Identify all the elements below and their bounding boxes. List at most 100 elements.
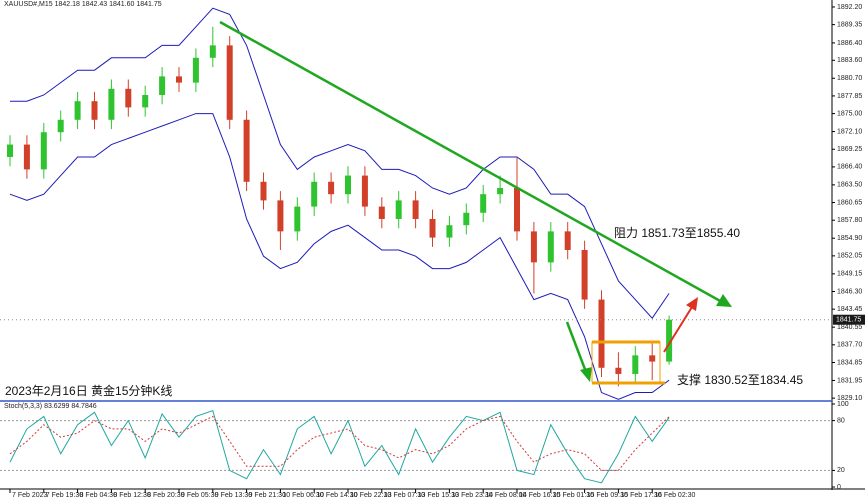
stoch-panel: 100 80 20 0 [0,401,849,491]
candle-body [463,212,470,226]
candle-body [328,181,335,195]
y-tick-label: 100 [837,401,849,408]
y-tick-label: 20 [837,467,845,474]
support-label: 支撑 1830.52至1834.45 [677,372,803,387]
candle-body [40,132,47,170]
candle-body [615,367,622,374]
candle-body [277,200,284,232]
y-tick-label: 1831.95 [837,377,862,384]
candle-body [480,194,487,213]
candle-body [108,88,115,120]
candle-body [429,218,436,238]
y-tick-label: 1872.10 [837,128,862,135]
down-arrow [565,321,588,373]
arrow-head [716,294,732,307]
stoch-line [9,415,670,471]
bollinger-band [9,113,670,400]
candle-body [530,231,537,263]
x-tick-label: 14 Feb 08:00 [485,492,526,499]
x-tick-label: 8 Feb 04:30 [80,492,117,499]
y-tick-label: 1837.70 [837,342,862,349]
drawings [219,20,732,385]
y-tick-label: 1880.70 [837,75,862,82]
arrow-head [580,367,592,382]
y-tick-label: 1840.55 [837,324,862,331]
candle-body [361,175,368,207]
x-tick-label: 15 Feb 09:30 [587,492,628,499]
candle-body [666,319,673,362]
y-tick-label: 1843.45 [837,306,862,313]
candle-body [209,45,216,58]
y-tick-label: 1857.80 [837,217,862,224]
resistance-label: 阻力 1851.73至1855.40 [614,226,740,240]
candle-body [311,181,318,207]
candle-body [581,249,588,300]
candle-body [226,45,233,120]
x-tick-label: 15 Feb 01:30 [553,492,594,499]
y-tick-label: 1863.50 [837,182,862,189]
candle-body [159,76,166,95]
y-tick-label: 1860.65 [837,199,862,206]
stoch-line [9,409,670,484]
y-tick-label: 0 [837,484,841,491]
candle-body [57,119,64,133]
chart-caption: 2023年2月16日 黄金15分钟K线 [5,383,172,398]
x-tick-label: 8 Feb 12:30 [113,492,150,499]
candle-body [260,181,267,201]
candle-body [412,200,419,219]
candle-body [497,187,504,195]
candle-body [125,88,132,108]
bollinger-band [10,7,670,319]
symbol-header: XAUUSD#,M15 1842.18 1842.43 1841.60 1841… [4,1,162,8]
candle-body [632,355,639,374]
candle-body [446,225,453,238]
y-tick-label: 1849.15 [837,271,862,278]
stoch-header: Stoch(5,3,3) 83.6299 84.7846 [4,403,97,410]
candle-body [564,231,571,250]
x-tick-label: 13 Feb 23:30 [451,492,492,499]
y-tick-label: 1829.10 [837,395,862,402]
candle-body [23,144,30,170]
last-price-box [833,314,865,325]
y-tick-label: 1852.05 [837,253,862,260]
x-tick-label: 13 Feb 15:30 [418,492,459,499]
y-tick-label: 1846.30 [837,288,862,295]
candle-body [176,76,182,83]
x-tick-label: 7 Feb 2023 [12,492,48,499]
x-tick-label: 9 Feb 13:30 [215,492,252,499]
y-tick-label: 1854.90 [837,235,862,242]
y-tick-label: 1889.35 [837,21,862,28]
y-tick-label: 1869.25 [837,146,862,153]
candle-body [649,355,656,362]
candle-body [514,187,520,232]
x-tick-label: 10 Feb 06:30 [282,492,323,499]
candle-body [547,231,554,263]
y-tick-label: 1886.40 [837,40,862,47]
x-tick-label: 15 Feb 17:30 [620,492,661,499]
x-tick-label: 8 Feb 20:30 [147,492,184,499]
y-tick-label: 1875.00 [837,110,862,117]
x-tick-label: 10 Feb 14:30 [316,492,357,499]
candle-body [142,94,149,108]
y-tick-label: 1834.85 [837,359,862,366]
x-tick-label: 13 Feb 07:30 [384,492,425,499]
arrow-head [686,297,698,311]
candle-body [598,299,605,368]
y-tick-label: 1883.60 [837,57,862,64]
x-tick-label: 10 Feb 22:30 [350,492,391,499]
y-tick-label: 1866.40 [837,164,862,171]
candle-body [345,175,351,195]
candle-body [395,200,402,219]
x-tick-label: 14 Feb 16:30 [519,492,560,499]
up-arrow [663,306,693,353]
main-panel: 1892.20 1889.35 1886.40 1883.60 1880.70 1877.… [0,4,865,499]
resistance-trendline [219,20,723,304]
candle-body [91,101,98,120]
x-tick-label: 9 Feb 05:30 [181,492,218,499]
y-tick-label: 1877.85 [837,93,862,100]
candle-body [192,57,199,83]
x-tick-label: 7 Feb 19:30 [46,492,83,499]
candle-body [294,206,301,232]
